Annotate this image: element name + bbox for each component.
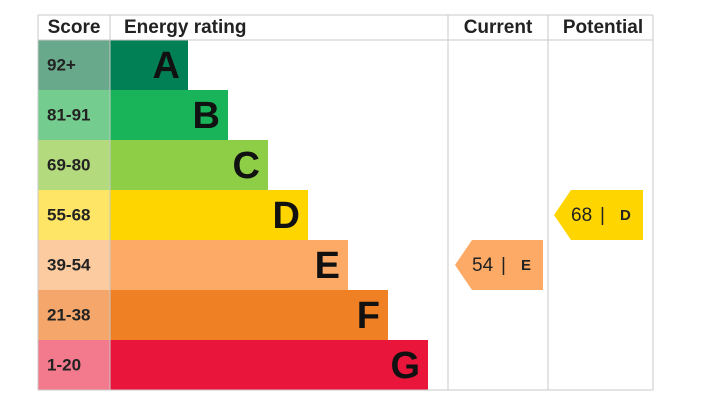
score-header: Score — [48, 17, 101, 38]
current-separator: | — [501, 255, 506, 276]
rating-header: Energy rating — [124, 17, 246, 38]
rating-bar — [110, 340, 428, 390]
potential-header: Potential — [563, 17, 643, 38]
rating-letter: C — [233, 145, 260, 187]
potential-rating: D — [620, 207, 631, 224]
current-header: Current — [464, 17, 533, 38]
score-range: 81-91 — [47, 105, 90, 124]
current-score: 54 — [472, 255, 494, 276]
score-cell — [38, 90, 110, 140]
score-cell — [38, 140, 110, 190]
rating-bar — [110, 290, 388, 340]
rating-bar — [110, 140, 268, 190]
rating-bar — [110, 240, 348, 290]
rating-bar — [110, 190, 308, 240]
potential-separator: | — [600, 205, 605, 226]
score-range: 92+ — [47, 55, 76, 74]
potential-score: 68 — [571, 205, 592, 226]
current-rating: E — [521, 257, 531, 274]
rating-bar — [110, 40, 188, 90]
rating-letter: D — [273, 195, 300, 237]
rating-letter: B — [193, 95, 220, 137]
score-cell — [38, 340, 110, 390]
score-cell — [38, 290, 110, 340]
score-cell — [38, 190, 110, 240]
score-range: 55-68 — [47, 205, 90, 224]
rating-letter: F — [357, 295, 380, 337]
score-cell — [38, 40, 110, 90]
rating-letter: E — [315, 245, 340, 287]
score-range: 39-54 — [47, 255, 91, 274]
score-cell — [38, 240, 110, 290]
rating-letter: G — [390, 345, 420, 387]
rating-letter: A — [153, 45, 180, 87]
score-range: 21-38 — [47, 305, 90, 324]
rating-bar — [110, 90, 228, 140]
score-range: 69-80 — [47, 155, 90, 174]
potential-arrow — [554, 190, 643, 240]
score-range: 1-20 — [47, 355, 81, 374]
current-arrow — [455, 240, 543, 290]
